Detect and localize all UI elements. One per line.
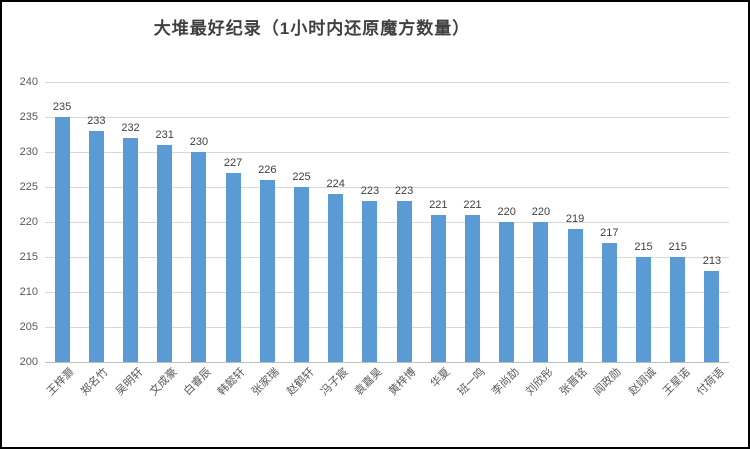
x-tick-label-text: 黄梓博 — [386, 366, 419, 398]
bar-value-label: 213 — [702, 255, 722, 267]
x-tick-label-text: 赵鹤轩 — [284, 366, 317, 398]
x-tick-label-text: 吴明轩 — [113, 366, 146, 398]
y-tick-label: 230 — [19, 146, 38, 158]
x-tick-label-text: 王梓灏 — [44, 366, 77, 398]
x-tick-label-text: 韩懿轩 — [215, 366, 248, 398]
bar — [328, 194, 344, 362]
plot-area: 200 205 210 215 220 225 230 235 240 235 233 232 231… — [20, 77, 729, 398]
y-tick-label: 210 — [19, 286, 38, 298]
y-tick-label: 240 — [19, 76, 38, 88]
bar — [225, 173, 241, 362]
gridline — [45, 152, 729, 153]
x-tick-label-text: 白睿辰 — [181, 366, 214, 398]
bar — [88, 131, 104, 362]
x-tick-label-text: 张家瑞 — [250, 366, 282, 398]
bar — [123, 138, 138, 362]
bar-value-label: 219 — [565, 213, 585, 225]
x-tick-label-text: 赵翊诚 — [626, 366, 659, 398]
bar — [191, 152, 207, 362]
y-tick-label: 235 — [19, 111, 38, 123]
bar-value-label: 232 — [121, 122, 140, 134]
gridline — [45, 187, 729, 188]
gridline — [45, 117, 729, 118]
bar-value-label: 227 — [223, 157, 243, 169]
bar-value-label: 231 — [155, 129, 174, 141]
bar — [670, 257, 686, 362]
bar — [465, 215, 480, 362]
x-tick-label-text: 刘欣彤 — [523, 366, 556, 398]
gridline — [45, 327, 729, 328]
bar-value-label: 215 — [668, 241, 687, 253]
bar-value-label: 226 — [258, 164, 277, 176]
bar — [294, 187, 309, 362]
bar-value-label: 224 — [326, 178, 345, 190]
bar — [499, 222, 515, 362]
x-tick-label-text: 班一鸣 — [455, 366, 488, 398]
bar — [157, 145, 173, 362]
y-tick-label: 200 — [19, 356, 38, 368]
bar — [636, 257, 651, 362]
bar-value-label: 225 — [292, 171, 311, 183]
bar-value-label: 223 — [360, 185, 380, 197]
x-axis-line — [45, 362, 729, 363]
x-tick-label-text: 付荷语 — [694, 366, 727, 398]
bar-value-label: 233 — [87, 115, 106, 127]
chart-title: 大堆最好纪录（1小时内还原魔方数量） — [153, 19, 471, 38]
bar-value-label: 220 — [497, 206, 516, 218]
bar — [533, 222, 549, 362]
bar-value-label: 221 — [463, 199, 482, 211]
gridline — [45, 82, 729, 83]
x-tick-label-text: 郑名竹 — [79, 366, 111, 398]
bar — [362, 201, 378, 362]
bar-value-label: 217 — [600, 227, 619, 239]
x-tick-label-text: 文成豪 — [147, 366, 180, 398]
bar — [601, 243, 617, 362]
gridline — [45, 292, 729, 293]
bar-value-label: 220 — [531, 206, 551, 218]
bar — [396, 201, 412, 362]
y-tick-label: 215 — [19, 251, 38, 263]
bar-value-label: 230 — [189, 136, 209, 148]
x-tick-label-text: 王星诺 — [660, 366, 693, 398]
bar — [54, 117, 70, 362]
bar-value-label: 221 — [429, 199, 448, 211]
y-tick-label: 225 — [19, 181, 38, 193]
x-tick-label-text: 袁嘉昊 — [352, 366, 385, 398]
bar — [259, 180, 275, 362]
x-tick-label-text: 华夏 — [428, 366, 453, 391]
y-tick-label: 205 — [19, 321, 38, 333]
bar — [704, 271, 720, 362]
gridline — [45, 222, 729, 223]
bar-value-label: 235 — [52, 101, 72, 113]
gridline — [45, 257, 729, 258]
y-tick-label: 220 — [19, 216, 38, 228]
bar — [430, 215, 446, 362]
bar — [567, 229, 583, 362]
bar-value-label: 215 — [634, 241, 653, 253]
x-tick-label-text: 阎政勋 — [592, 366, 624, 398]
bar-value-label: 223 — [394, 185, 414, 197]
x-tick-label-text: 李尚劼 — [489, 366, 522, 398]
x-tick-label-text: 冯子宸 — [318, 366, 351, 398]
x-tick-label-text: 张晋铭 — [557, 366, 590, 398]
